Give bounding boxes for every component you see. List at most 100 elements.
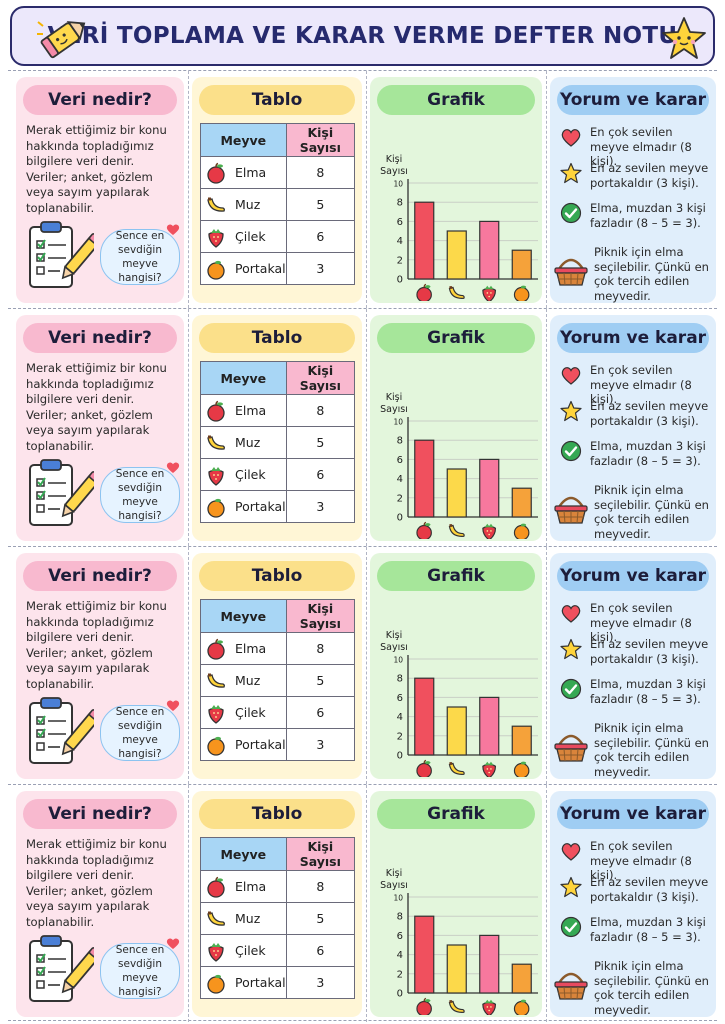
table-row: Çilek 6 <box>200 934 356 967</box>
note-rows: Veri nedir? Merak ettiğimiz bir konu hak… <box>8 70 717 1022</box>
grafik-card: Grafik KişiSayısı0246810ElmaMuzÇilekPort… <box>370 315 542 541</box>
veri-title: Veri nedir? <box>23 323 177 353</box>
table-body: Elma 8 Muz 5 Çilek 6 Portakal 3 <box>200 394 356 523</box>
fruit-cell: Elma <box>200 870 287 903</box>
grafik-title: Grafik <box>377 799 535 829</box>
tablo-card: Tablo Meyve Kişi Sayısı Elma 8 Muz 5 Çilek 6 P… <box>192 553 362 779</box>
yorum-item: En çok sevilen meyve elmadır (8 kişi). <box>560 601 712 645</box>
clipboard-icon <box>29 697 94 764</box>
veri-text: Merak ettiğimiz bir konu hakkında toplad… <box>26 599 167 691</box>
y-tick-label: 0 <box>397 513 403 524</box>
table-row: Elma 8 <box>200 632 356 665</box>
grafik-card: Grafik KişiSayısı0246810ElmaMuzÇilekPort… <box>370 553 542 779</box>
bar-elma <box>414 677 435 756</box>
y-tick-label: 8 <box>397 674 403 685</box>
table-body: Elma 8 Muz 5 Çilek 6 Portakal 3 <box>200 870 356 999</box>
bar-elma <box>414 915 435 994</box>
yorum-item: En az sevilen meyve portakaldır (3 kişi)… <box>560 161 712 190</box>
yorum-text: Elma, muzdan 3 kişi fazladır (8 – 5 = 3)… <box>590 439 706 468</box>
yorum-item: En az sevilen meyve portakaldır (3 kişi)… <box>560 399 712 428</box>
heart-icon <box>561 843 581 861</box>
veri-title: Veri nedir? <box>23 799 177 829</box>
table-row: Elma 8 <box>200 156 356 189</box>
table-row: Portakal 3 <box>200 728 356 761</box>
bar-çilek <box>479 458 500 518</box>
star-icon <box>560 400 582 422</box>
grafik-card: Grafik KişiSayısı0246810ElmaMuzÇilekPort… <box>370 791 542 1017</box>
veri-text: Merak ettiğimiz bir konu hakkında toplad… <box>26 123 167 215</box>
orange-icon <box>207 498 225 518</box>
yorum-text: Elma, muzdan 3 kişi fazladır (8 – 5 = 3)… <box>590 677 706 706</box>
strawberry-icon <box>482 999 497 1015</box>
y-axis-label: Kişi <box>386 630 402 641</box>
bar-elma <box>414 439 435 518</box>
fruit-name: Portakal <box>235 499 286 514</box>
orange-icon <box>513 285 530 301</box>
fruit-name: Çilek <box>235 229 266 244</box>
orange-icon <box>513 999 530 1015</box>
column-divider <box>366 71 367 308</box>
y-tick-label: 2 <box>397 255 403 266</box>
y-axis-label: Sayısı <box>380 166 408 177</box>
fruit-cell: Portakal <box>200 728 287 761</box>
clipboard-icon <box>29 935 94 1002</box>
yorum-title: Yorum ve karar <box>557 561 709 591</box>
y-tick-label: 6 <box>397 455 403 466</box>
y-axis-label: Sayısı <box>380 404 408 415</box>
y-axis-label: Kişi <box>386 154 402 165</box>
orange-icon <box>207 974 225 994</box>
count-cell: 5 <box>285 664 356 697</box>
apple-icon <box>207 162 225 184</box>
banana-icon <box>448 762 465 775</box>
banana-icon <box>448 524 465 537</box>
check-icon <box>560 202 582 224</box>
column-divider <box>188 547 189 784</box>
fruit-cell: Portakal <box>200 252 287 285</box>
tablo-card: Tablo Meyve Kişi Sayısı Elma 8 Muz 5 Çilek 6 P… <box>192 315 362 541</box>
yorum-item: En az sevilen meyve portakaldır (3 kişi)… <box>560 637 712 666</box>
banana-icon <box>448 286 465 299</box>
fruit-table: Meyve Kişi Sayısı Elma 8 Muz 5 Çilek 6 Portaka… <box>200 599 356 761</box>
table-header-fruit: Meyve <box>200 361 287 395</box>
question-bubble: Sence en sevdiğin meyve hangisi? <box>100 705 180 761</box>
fruit-cell: Çilek <box>200 934 287 967</box>
yorum-text: En çok sevilen meyve elmadır (8 kişi). <box>590 839 692 882</box>
bar-portakal <box>511 249 532 280</box>
fruit-cell: Muz <box>200 188 287 221</box>
y-tick-label: 2 <box>397 969 403 980</box>
count-cell: 3 <box>285 490 356 523</box>
fruit-cell: Çilek <box>200 458 287 491</box>
orange-icon <box>513 761 530 777</box>
y-axis-label: Kişi <box>386 868 402 879</box>
table-row: Muz 5 <box>200 664 356 697</box>
banana-icon <box>207 197 225 212</box>
grafik-title: Grafik <box>377 561 535 591</box>
tablo-title: Tablo <box>199 799 355 829</box>
y-tick-label: 0 <box>397 275 403 286</box>
fruit-cell: Çilek <box>200 220 287 253</box>
clipboard-icon <box>29 221 94 288</box>
table-header-count: Kişi Sayısı <box>285 599 356 633</box>
fruit-name: Elma <box>235 879 267 894</box>
y-tick-label: 6 <box>397 693 403 704</box>
bar-çilek <box>479 934 500 994</box>
basket-icon <box>554 972 588 1000</box>
note-row: Veri nedir? Merak ettiğimiz bir konu hak… <box>8 546 717 784</box>
star-icon <box>560 638 582 660</box>
y-axis-label: Sayısı <box>380 642 408 653</box>
yorum-text: En az sevilen meyve portakaldır (3 kişi)… <box>590 161 709 190</box>
table-header-fruit: Meyve <box>200 123 287 157</box>
table-row: Muz 5 <box>200 426 356 459</box>
count-cell: 3 <box>285 728 356 761</box>
basket-icon <box>554 496 588 524</box>
check-icon <box>560 916 582 938</box>
bar-elma <box>414 201 435 280</box>
yorum-text: En çok sevilen meyve elmadır (8 kişi). <box>590 363 692 406</box>
yorum-text: Piknik için elma seçilebilir. Çünkü en ç… <box>594 721 709 779</box>
orange-icon <box>207 736 225 756</box>
fruit-cell: Muz <box>200 664 287 697</box>
veri-title: Veri nedir? <box>23 561 177 591</box>
fruit-cell: Elma <box>200 394 287 427</box>
grafik-title: Grafik <box>377 85 535 115</box>
note-row: Veri nedir? Merak ettiğimiz bir konu hak… <box>8 308 717 546</box>
